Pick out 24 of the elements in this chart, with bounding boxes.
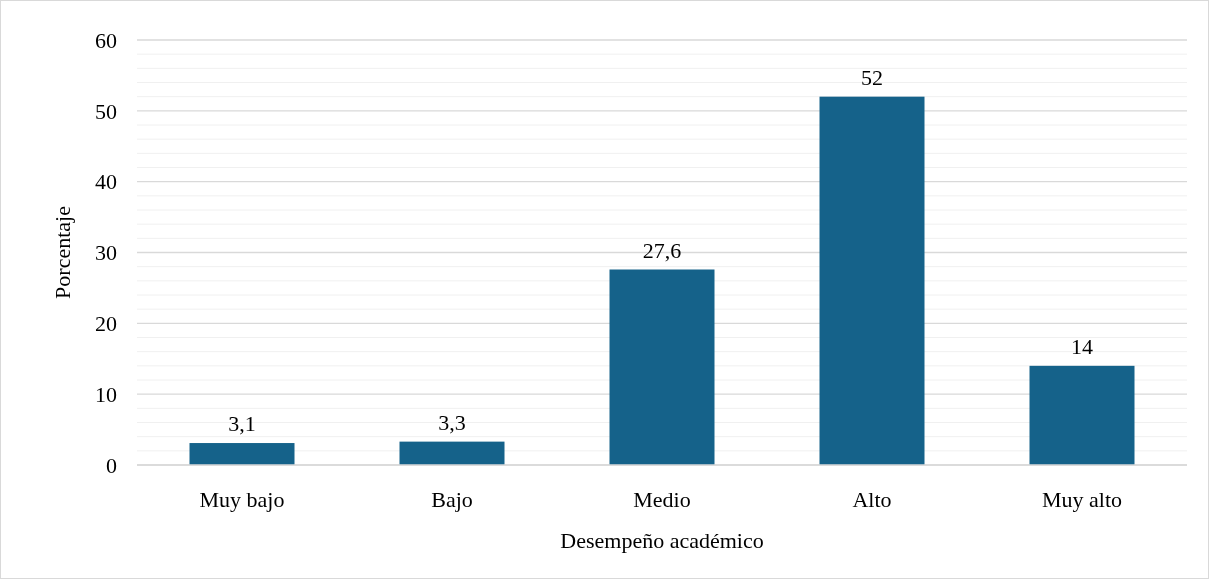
data-label: 14 (1071, 333, 1093, 359)
bar (819, 96, 925, 465)
y-tick-label: 30 (95, 240, 117, 266)
bar (609, 269, 715, 465)
x-tick-label: Medio (633, 487, 691, 512)
x-axis-title: Desempeño académico (560, 528, 764, 553)
y-tick-label: 40 (95, 169, 117, 195)
data-label: 27,6 (642, 237, 682, 263)
x-tick-label: Alto (852, 487, 892, 512)
data-label: 3,3 (438, 409, 466, 435)
y-tick-label: 50 (95, 98, 117, 124)
y-tick-label: 10 (95, 381, 117, 407)
y-tick-label: 60 (95, 27, 117, 53)
y-tick-label: 0 (106, 452, 117, 478)
data-label: 3,1 (228, 411, 256, 437)
x-tick-label: Bajo (431, 487, 473, 512)
x-tick-label: Muy bajo (199, 487, 285, 512)
bar (189, 443, 295, 465)
y-axis-title: Porcentaje (50, 206, 75, 299)
bar (1029, 365, 1135, 465)
x-tick-label: Muy alto (1041, 487, 1123, 512)
data-label: 52 (861, 64, 883, 90)
y-tick-label: 20 (95, 311, 117, 337)
bar (399, 441, 505, 465)
